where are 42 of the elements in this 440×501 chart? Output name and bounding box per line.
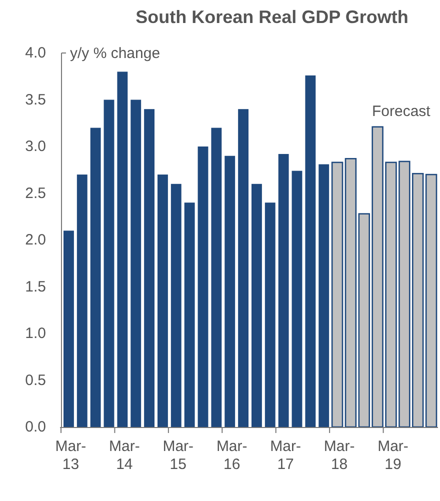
bar xyxy=(331,162,344,428)
bar xyxy=(211,128,222,427)
x-tick-label: Mar-13 xyxy=(55,438,86,473)
bar xyxy=(144,109,154,427)
bar xyxy=(198,146,208,427)
bar xyxy=(238,109,248,427)
bar xyxy=(425,174,438,428)
bar xyxy=(104,100,114,427)
x-tick-label: Mar-15 xyxy=(162,438,194,473)
bar xyxy=(305,75,316,427)
bar xyxy=(344,158,357,428)
y-tick-label: 3.5 xyxy=(25,91,46,108)
y-tick-label: 0.5 xyxy=(25,372,46,389)
bar xyxy=(278,154,289,427)
bar xyxy=(318,164,330,427)
y-tick-label: 2.0 xyxy=(25,232,46,248)
x-tick-label: Mar-19 xyxy=(378,438,408,473)
bar xyxy=(170,184,182,427)
y-tick-label: 2.5 xyxy=(25,184,46,202)
bar xyxy=(292,170,302,427)
bar xyxy=(90,128,101,427)
bar xyxy=(130,100,142,427)
bar xyxy=(64,230,74,427)
bar xyxy=(76,174,88,427)
y-tick-label: 4.0 xyxy=(25,44,46,62)
bar xyxy=(158,174,168,427)
x-tick-label: Mar-16 xyxy=(216,438,248,473)
chart-title: South Korean Real GDP Growth xyxy=(136,7,408,27)
bar xyxy=(224,156,236,427)
bar xyxy=(264,202,276,427)
bar xyxy=(117,72,128,427)
x-tick-label: Mar-18 xyxy=(324,438,355,473)
x-tick-label: Mar-14 xyxy=(109,438,140,473)
x-tick-label: Mar-17 xyxy=(270,438,301,473)
y-tick-label: 3.0 xyxy=(25,138,46,155)
y-tick-label: 1.0 xyxy=(25,325,46,342)
bar xyxy=(252,184,262,427)
y-tick-label: 1.5 xyxy=(25,278,46,296)
annotation: Forecast xyxy=(372,103,432,120)
bar xyxy=(184,202,195,427)
y-tick-label: 0.0 xyxy=(25,418,46,436)
y-axis-title: y/y % change xyxy=(70,45,160,62)
